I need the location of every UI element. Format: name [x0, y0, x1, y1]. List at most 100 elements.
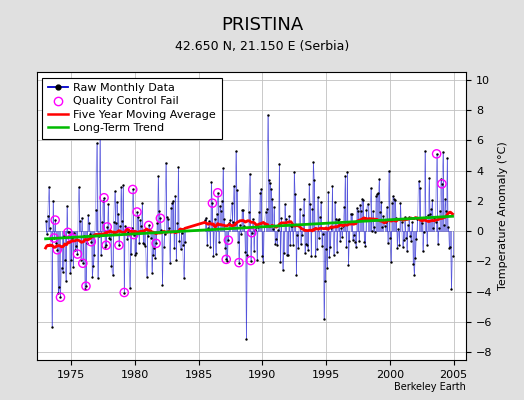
Point [137, 223, 146, 229]
Point [92, 140, 101, 146]
Point [50, 235, 58, 241]
Point [361, 242, 369, 249]
Point [248, 216, 257, 222]
Point [363, 201, 372, 207]
Point [179, 242, 187, 248]
Point [77, 256, 85, 263]
Point [129, 231, 138, 238]
Point [281, 216, 290, 222]
Point [340, 204, 348, 210]
Point [333, 248, 341, 255]
Point [303, 242, 311, 248]
Point [145, 222, 153, 229]
Point [315, 214, 324, 221]
Point [43, 213, 52, 220]
Point [212, 211, 221, 218]
Point [384, 240, 392, 246]
Point [120, 289, 128, 296]
Point [67, 257, 75, 263]
Point [432, 151, 441, 157]
Text: Berkeley Earth: Berkeley Earth [395, 382, 466, 392]
Point [235, 260, 243, 266]
Point [61, 257, 69, 263]
Point [285, 213, 293, 220]
Point [374, 190, 383, 196]
Point [87, 238, 95, 245]
Point [237, 231, 245, 237]
Point [151, 255, 159, 262]
Point [132, 249, 140, 256]
Point [209, 252, 217, 259]
Point [400, 214, 409, 220]
Point [380, 223, 389, 229]
Point [388, 200, 396, 206]
Legend: Raw Monthly Data, Quality Control Fail, Five Year Moving Average, Long-Term Tren: Raw Monthly Data, Quality Control Fail, … [42, 78, 222, 139]
Point [427, 206, 435, 213]
Point [261, 209, 270, 216]
Point [444, 224, 453, 231]
Point [309, 159, 318, 166]
Point [57, 264, 66, 271]
Point [402, 248, 411, 254]
Point [390, 196, 398, 202]
Point [430, 215, 439, 222]
Point [446, 244, 455, 250]
Point [73, 251, 82, 257]
Text: 42.650 N, 21.150 E (Serbia): 42.650 N, 21.150 E (Serbia) [175, 40, 349, 53]
Point [47, 236, 55, 242]
Point [414, 178, 423, 184]
Point [79, 260, 87, 266]
Point [103, 224, 112, 230]
Point [113, 198, 121, 205]
Point [152, 240, 160, 247]
Point [128, 186, 137, 193]
Point [84, 212, 92, 218]
Point [156, 215, 165, 222]
Point [275, 160, 283, 167]
Point [70, 229, 79, 236]
Point [152, 240, 160, 247]
Point [423, 242, 431, 248]
Point [357, 208, 365, 214]
Point [78, 214, 86, 221]
Point [107, 262, 116, 269]
Point [266, 180, 274, 186]
Point [99, 198, 107, 204]
Point [145, 222, 153, 229]
Y-axis label: Temperature Anomaly (°C): Temperature Anomaly (°C) [498, 142, 508, 290]
Point [82, 283, 90, 289]
Point [342, 244, 351, 250]
Point [436, 176, 445, 182]
Point [139, 240, 148, 246]
Point [299, 212, 307, 218]
Point [432, 151, 441, 157]
Point [104, 200, 113, 207]
Point [173, 219, 181, 226]
Point [123, 236, 132, 242]
Point [140, 241, 149, 247]
Point [378, 224, 387, 230]
Point [352, 244, 360, 250]
Point [243, 252, 252, 258]
Point [449, 253, 457, 259]
Point [305, 181, 313, 187]
Point [52, 240, 60, 246]
Point [125, 284, 134, 291]
Point [222, 256, 231, 262]
Point [246, 257, 255, 264]
Point [228, 218, 237, 225]
Point [278, 267, 287, 274]
Text: PRISTINA: PRISTINA [221, 16, 303, 34]
Point [136, 217, 144, 224]
Point [424, 212, 432, 218]
Point [116, 223, 124, 229]
Point [51, 217, 59, 223]
Point [156, 215, 165, 222]
Point [354, 207, 362, 214]
Point [365, 217, 374, 224]
Point [69, 264, 78, 270]
Point [225, 220, 234, 226]
Point [304, 247, 312, 254]
Point [331, 198, 339, 205]
Point [301, 250, 309, 256]
